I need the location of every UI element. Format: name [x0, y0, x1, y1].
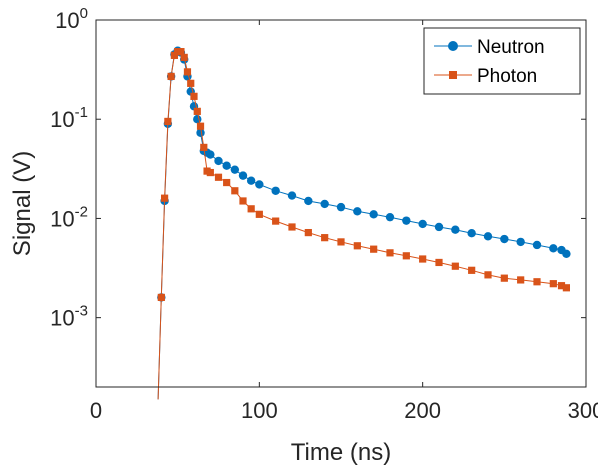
data-point — [369, 210, 378, 219]
series-layer — [157, 46, 571, 400]
data-point — [467, 228, 476, 238]
legend: Neutron Photon — [423, 27, 581, 95]
data-point — [500, 274, 508, 282]
data-point — [468, 266, 476, 274]
y-tick-label: 100 — [55, 5, 88, 33]
data-point — [287, 191, 297, 200]
data-point — [231, 187, 239, 195]
data-point — [183, 68, 192, 76]
data-point — [451, 225, 460, 234]
data-point — [170, 51, 178, 59]
data-point — [214, 156, 223, 166]
data-point — [337, 238, 345, 246]
data-point — [549, 280, 557, 288]
data-point — [247, 205, 255, 213]
legend-box — [423, 27, 581, 95]
data-point — [206, 150, 215, 159]
y-axis-label: Signal (V) — [9, 151, 36, 256]
data-point — [516, 237, 525, 247]
data-point — [272, 217, 280, 225]
x-tick-label: 100 — [241, 398, 278, 423]
data-point — [434, 222, 444, 232]
data-point — [193, 107, 201, 115]
data-point — [157, 293, 165, 301]
legend-label: Neutron — [477, 37, 545, 58]
data-point — [255, 180, 264, 189]
data-point — [418, 219, 427, 229]
data-point — [353, 242, 361, 250]
x-axis-ticks: 0 100 200 300 — [90, 20, 598, 423]
data-point — [321, 234, 329, 242]
data-point — [255, 210, 263, 218]
data-point — [353, 207, 362, 216]
data-point — [239, 197, 247, 205]
legend-entry-neutron: Neutron — [434, 37, 545, 58]
legend-label: Photon — [477, 66, 537, 87]
y-tick-label: 10-3 — [50, 303, 88, 331]
data-point — [161, 194, 169, 202]
data-point — [187, 79, 195, 87]
x-tick-label: 200 — [404, 398, 441, 423]
data-point — [164, 117, 172, 126]
data-point — [288, 223, 296, 231]
data-point — [500, 234, 509, 244]
data-point — [190, 92, 198, 100]
data-point — [533, 278, 541, 286]
data-point — [402, 216, 411, 225]
x-tick-label: 0 — [90, 398, 102, 423]
data-point — [385, 212, 395, 222]
plot-frame — [95, 19, 587, 388]
data-point — [484, 271, 492, 279]
data-point — [435, 258, 443, 267]
data-point — [206, 168, 214, 177]
data-point — [196, 128, 205, 137]
data-point — [336, 202, 346, 212]
legend-entry-photon: Photon — [434, 66, 537, 87]
data-point — [214, 173, 223, 181]
data-point — [167, 72, 175, 81]
data-point — [386, 249, 394, 257]
series-line — [157, 50, 567, 400]
y-axis-ticks: 100 10-1 10-2 10-3 — [50, 5, 586, 331]
data-point — [557, 282, 566, 290]
series-photon — [157, 48, 570, 400]
data-point — [549, 244, 558, 253]
data-point — [304, 228, 312, 237]
y-tick-label: 10-2 — [50, 203, 88, 231]
data-point — [320, 199, 329, 209]
data-point — [177, 48, 185, 56]
series-neutron — [157, 46, 571, 400]
data-point — [246, 176, 256, 185]
x-axis-label: Time (ns) — [291, 439, 391, 466]
data-point — [196, 122, 205, 130]
series-line — [157, 51, 567, 400]
data-point — [402, 252, 410, 260]
data-point — [532, 240, 542, 250]
data-point — [193, 115, 202, 124]
data-point — [230, 165, 240, 174]
data-point — [222, 161, 231, 170]
data-point — [451, 262, 459, 270]
legend-marker — [448, 41, 458, 51]
data-point — [517, 276, 525, 284]
data-point — [304, 196, 313, 206]
data-point — [370, 245, 378, 253]
data-point — [562, 249, 571, 259]
data-point — [483, 232, 493, 241]
data-point — [238, 171, 248, 180]
data-point — [419, 255, 427, 263]
legend-marker — [449, 71, 457, 79]
data-point — [271, 186, 280, 195]
x-tick-label: 300 — [568, 398, 598, 423]
data-point — [200, 143, 208, 151]
data-point — [180, 53, 188, 61]
y-tick-label: 10-1 — [50, 104, 88, 132]
data-point — [223, 178, 231, 187]
data-point — [562, 284, 570, 292]
